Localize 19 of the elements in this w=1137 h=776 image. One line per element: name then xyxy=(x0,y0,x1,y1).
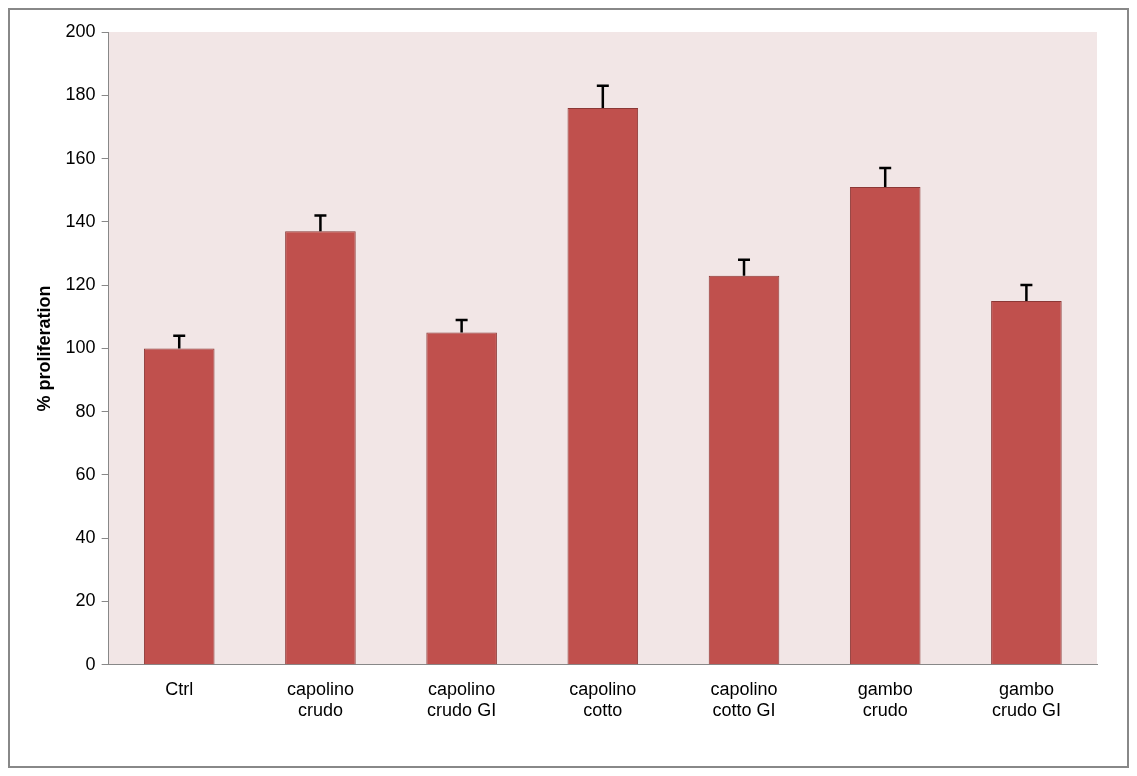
y-tick-label: 40 xyxy=(75,527,96,548)
y-tick-label: 160 xyxy=(65,147,96,168)
y-axis-title: % proliferation xyxy=(33,285,54,412)
y-tick-label: 20 xyxy=(75,590,96,611)
x-tick-label: Ctrl xyxy=(165,678,194,699)
x-tick-label: gambo crudo GI xyxy=(991,678,1061,721)
x-tick-label: gambo crudo xyxy=(857,678,913,721)
y-tick-label: 0 xyxy=(85,653,96,674)
y-tick-label: 120 xyxy=(65,274,96,295)
x-tick-label: capolino crudo GI xyxy=(427,678,497,721)
x-tick-label: capolino crudo xyxy=(286,678,354,721)
y-tick-label: 80 xyxy=(75,400,96,421)
x-tick-label: capolino cotto xyxy=(569,678,637,721)
y-tick-label: 100 xyxy=(65,337,96,358)
y-tick-label: 140 xyxy=(65,210,96,231)
y-tick-label: 180 xyxy=(65,84,96,105)
x-tick-label: capolino cotto GI xyxy=(710,678,778,721)
y-tick-label: 60 xyxy=(75,463,96,484)
y-tick-label: 200 xyxy=(65,20,96,41)
